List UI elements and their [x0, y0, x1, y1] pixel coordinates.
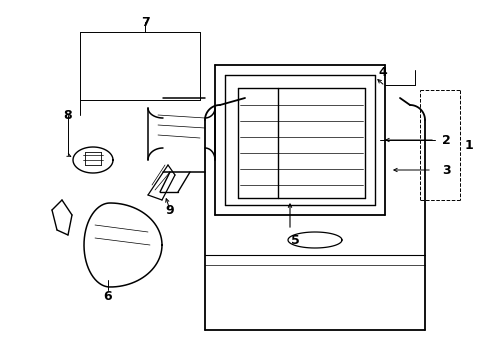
Text: 9: 9	[166, 203, 174, 216]
Text: 2: 2	[442, 134, 451, 147]
Text: 3: 3	[442, 163, 451, 176]
Text: 5: 5	[291, 234, 299, 247]
Text: 6: 6	[104, 289, 112, 302]
Text: 8: 8	[64, 108, 73, 122]
Text: 4: 4	[378, 66, 387, 78]
Text: 7: 7	[141, 15, 149, 28]
Text: 1: 1	[465, 139, 474, 152]
